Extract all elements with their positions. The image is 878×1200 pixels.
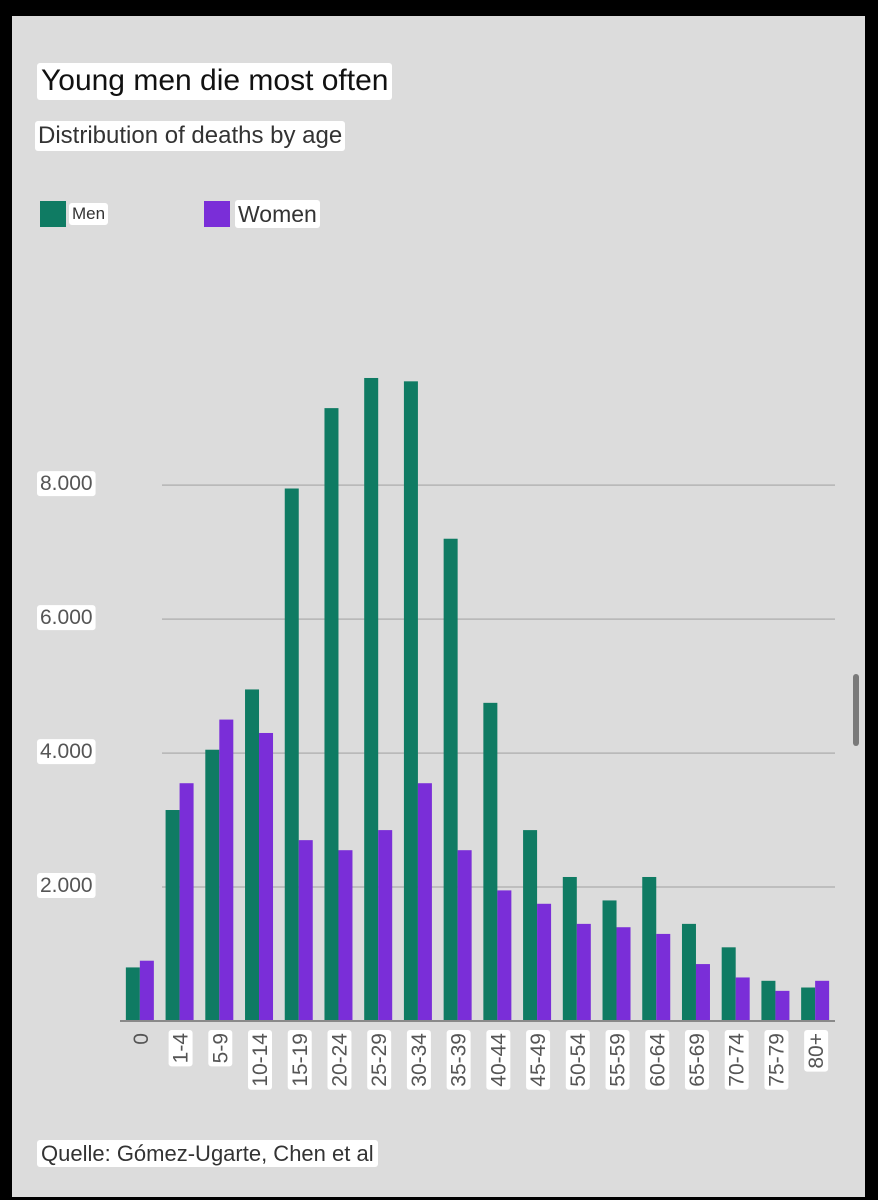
x-tick-label-bg: [724, 1030, 749, 1090]
x-tick-label: 50-54: [567, 1033, 590, 1087]
bar-men: [562, 876, 577, 1021]
bar-women: [457, 850, 472, 1021]
x-tick-label: 5-9: [209, 1033, 232, 1063]
x-tick-label-bg: [168, 1030, 193, 1067]
x-tick-label: 55-59: [607, 1033, 630, 1087]
bar-women: [259, 732, 274, 1021]
x-tick-label-bg: [565, 1030, 590, 1090]
y-tick-label-bg: [37, 873, 96, 899]
bar-women: [537, 903, 552, 1021]
x-tick-label-bg: [208, 1030, 233, 1067]
bar-men: [324, 408, 339, 1021]
x-tick-label-bg: [406, 1030, 431, 1090]
x-tick-label: 30-34: [408, 1033, 431, 1087]
x-tick-label-bg: [327, 1030, 352, 1090]
bar-men: [205, 749, 220, 1021]
bar-women: [378, 830, 393, 1021]
bar-chart: 2.000 4.000 6.000 8.000 0 1-4 5-9 10-14 15-19 20-…: [37, 377, 835, 1090]
bar-men: [284, 488, 299, 1021]
x-tick-label: 40-44: [487, 1033, 510, 1087]
x-tick-label-bg: [804, 1030, 829, 1072]
x-tick-label-bg: [287, 1030, 312, 1090]
bar-women: [417, 783, 432, 1021]
bar-women: [497, 890, 512, 1021]
x-tick-label: 70-74: [726, 1033, 749, 1087]
bar-men: [602, 900, 617, 1021]
bar-men: [761, 980, 776, 1021]
bar-men: [721, 947, 736, 1021]
source-note: Quelle: Gómez-Ugarte, Chen et al: [37, 1140, 378, 1168]
chart-subtitle: Distribution of deaths by age: [35, 121, 346, 151]
bar-men: [681, 923, 696, 1021]
chart-title: Young men die most often: [37, 63, 393, 100]
x-tick-label-bg: [605, 1030, 630, 1090]
bar-men: [523, 830, 538, 1021]
x-tick-label-bg: [446, 1030, 471, 1090]
x-tick-label-bg: [645, 1030, 670, 1090]
legend-swatch-women: [204, 201, 230, 227]
scrollbar-thumb[interactable]: [853, 674, 859, 746]
bar-men: [245, 689, 260, 1021]
y-tick-label-bg: [37, 605, 96, 631]
bar-men: [642, 876, 657, 1021]
bar-men: [443, 538, 458, 1021]
x-tick-label: 10-14: [249, 1033, 272, 1087]
y-tick-label-bg: [37, 471, 96, 497]
x-tick-label: 35-39: [448, 1033, 471, 1087]
y-tick-label: 2.000: [40, 874, 93, 897]
chart-panel: Young men die most often Distribution of…: [12, 16, 865, 1197]
x-tick-label: 25-29: [368, 1033, 391, 1087]
bar-men: [483, 702, 498, 1021]
x-tick-label: 80+: [805, 1033, 828, 1069]
y-tick-label: 4.000: [40, 740, 93, 763]
x-tick-label-bg: [367, 1030, 392, 1090]
bar-men: [403, 381, 418, 1021]
bar-men: [165, 810, 180, 1021]
legend-label-women: Women: [235, 200, 320, 229]
x-tick-label: 65-69: [686, 1033, 709, 1087]
bar-women: [576, 923, 591, 1021]
legend-label-men: Men: [69, 203, 109, 225]
bar-women: [815, 980, 830, 1021]
bar-women: [616, 927, 631, 1021]
bar-women: [219, 719, 234, 1021]
bar-women: [735, 977, 750, 1021]
legend-swatch-men: [40, 201, 66, 227]
x-tick-label: 60-64: [646, 1033, 669, 1087]
x-tick-label: 20-24: [328, 1033, 351, 1087]
y-tick-label-bg: [37, 739, 96, 765]
bar-women: [695, 964, 710, 1021]
bar-women: [298, 840, 313, 1021]
x-tick-label-bg: [248, 1030, 273, 1090]
x-tick-label: 1-4: [170, 1033, 193, 1064]
y-tick-label: 8.000: [40, 472, 93, 495]
bar-women: [179, 783, 194, 1021]
bar-men: [801, 987, 816, 1021]
x-tick-label-bg: [486, 1030, 511, 1090]
x-tick-label-bg: [684, 1030, 709, 1090]
x-tick-label-bg: [526, 1030, 551, 1090]
bar-women: [775, 990, 790, 1021]
bar-women: [139, 960, 154, 1021]
bar-men: [125, 967, 140, 1021]
x-tick-label: 0: [130, 1033, 153, 1045]
y-tick-label: 6.000: [40, 606, 93, 629]
bar-men: [364, 377, 379, 1021]
bar-women: [656, 933, 671, 1021]
x-tick-label: 75-79: [765, 1033, 788, 1087]
bar-women: [338, 850, 353, 1021]
x-tick-label: 45-49: [527, 1033, 550, 1087]
x-tick-label-bg: [764, 1030, 789, 1090]
x-tick-label: 15-19: [289, 1033, 312, 1087]
